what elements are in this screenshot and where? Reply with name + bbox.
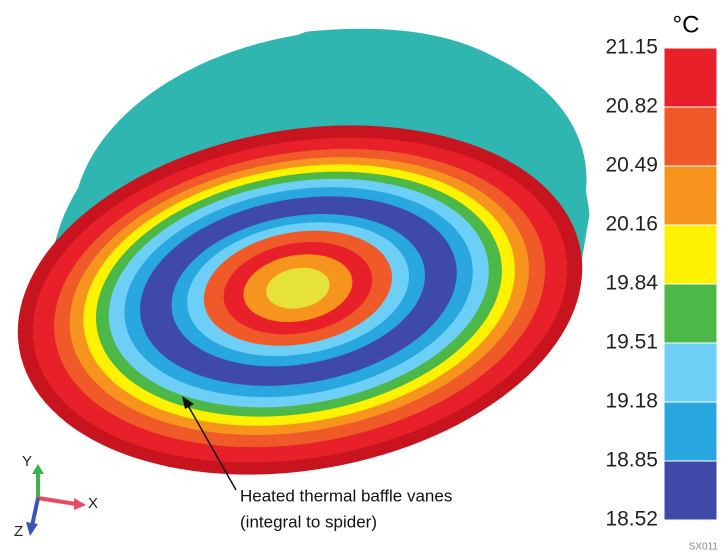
colorbar: °C 21.15 20.82 20.49 20.16 19.84 19.51 19.18 18…: [605, 11, 717, 530]
axis-triad: Y X Z: [14, 453, 98, 540]
tick-label: 19.18: [605, 390, 658, 413]
figure: Heated thermal baffle vanes (integral to…: [0, 0, 723, 555]
color-band: [664, 225, 717, 284]
axis-label: X: [88, 495, 98, 512]
unit-label: °C: [673, 11, 700, 38]
color-band: [664, 284, 717, 343]
tick-label: 20.16: [605, 213, 658, 236]
tick-label: 18.85: [605, 449, 658, 472]
tick-label: 19.84: [605, 272, 658, 295]
tick-label: 20.82: [605, 95, 658, 118]
color-band: [664, 166, 717, 225]
axis-label: Y: [22, 453, 32, 470]
color-band: [664, 107, 717, 166]
figure-id: SX011: [689, 542, 719, 553]
page: Heated thermal baffle vanes (integral to…: [0, 0, 723, 560]
color-band: [664, 343, 717, 402]
color-band: [664, 48, 717, 107]
color-band: [664, 461, 717, 520]
disk: [0, 0, 610, 517]
color-band: [664, 402, 717, 461]
tick-label: 20.49: [605, 154, 658, 177]
tick-label: 18.52: [605, 508, 658, 531]
tick-label: 19.51: [605, 331, 658, 354]
annotation-line: Heated thermal baffle vanes: [240, 486, 452, 505]
annotation-line: (integral to spider): [240, 512, 377, 531]
tick-label: 21.15: [605, 36, 658, 59]
axis-label: Z: [14, 523, 23, 540]
